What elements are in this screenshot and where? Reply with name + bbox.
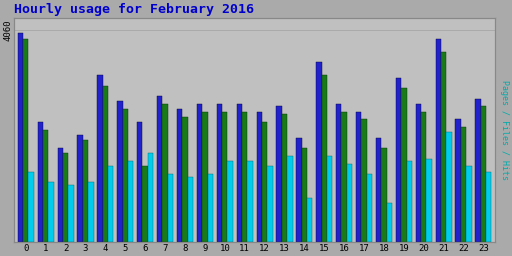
Bar	[97, 75, 103, 242]
Bar	[307, 198, 312, 242]
Bar	[117, 101, 122, 242]
Bar	[276, 106, 282, 242]
Bar	[282, 114, 287, 242]
Bar	[322, 75, 327, 242]
Bar	[481, 106, 486, 242]
Bar	[142, 166, 148, 242]
Bar	[29, 172, 34, 242]
Bar	[407, 161, 412, 242]
Bar	[347, 164, 352, 242]
Bar	[77, 135, 83, 242]
Bar	[242, 112, 247, 242]
Bar	[361, 120, 367, 242]
Bar	[296, 138, 302, 242]
Bar	[466, 166, 472, 242]
Bar	[108, 166, 114, 242]
Bar	[162, 104, 168, 242]
Bar	[376, 138, 381, 242]
Bar	[217, 104, 222, 242]
Bar	[267, 166, 272, 242]
Bar	[122, 109, 128, 242]
Bar	[456, 120, 461, 242]
Bar	[18, 33, 23, 242]
Bar	[222, 112, 227, 242]
Bar	[48, 182, 54, 242]
Bar	[188, 177, 193, 242]
Bar	[83, 140, 88, 242]
Bar	[168, 174, 173, 242]
Bar	[148, 153, 153, 242]
Bar	[38, 122, 43, 242]
Bar	[387, 203, 392, 242]
Y-axis label: Pages / Files / Hits: Pages / Files / Hits	[500, 80, 508, 180]
Bar	[441, 51, 446, 242]
Bar	[247, 161, 253, 242]
Bar	[182, 117, 188, 242]
Bar	[128, 161, 133, 242]
Bar	[446, 133, 452, 242]
Bar	[381, 148, 387, 242]
Bar	[486, 172, 492, 242]
Bar	[177, 109, 182, 242]
Bar	[207, 174, 213, 242]
Bar	[316, 62, 322, 242]
Bar	[237, 104, 242, 242]
Bar	[475, 99, 481, 242]
Bar	[197, 104, 202, 242]
Bar	[302, 148, 307, 242]
Bar	[367, 174, 372, 242]
Bar	[262, 122, 267, 242]
Bar	[43, 130, 48, 242]
Bar	[336, 104, 342, 242]
Bar	[257, 112, 262, 242]
Bar	[426, 159, 432, 242]
Bar	[461, 127, 466, 242]
Bar	[68, 185, 74, 242]
Bar	[342, 112, 347, 242]
Bar	[202, 112, 207, 242]
Bar	[396, 78, 401, 242]
Bar	[227, 161, 233, 242]
Bar	[103, 86, 108, 242]
Text: Hourly usage for February 2016: Hourly usage for February 2016	[14, 4, 254, 16]
Bar	[157, 96, 162, 242]
Bar	[88, 182, 94, 242]
Bar	[327, 156, 332, 242]
Bar	[137, 122, 142, 242]
Bar	[57, 148, 63, 242]
Bar	[356, 112, 361, 242]
Bar	[421, 112, 426, 242]
Bar	[436, 38, 441, 242]
Bar	[401, 88, 407, 242]
Bar	[23, 38, 29, 242]
Bar	[416, 104, 421, 242]
Bar	[63, 153, 68, 242]
Bar	[287, 156, 292, 242]
